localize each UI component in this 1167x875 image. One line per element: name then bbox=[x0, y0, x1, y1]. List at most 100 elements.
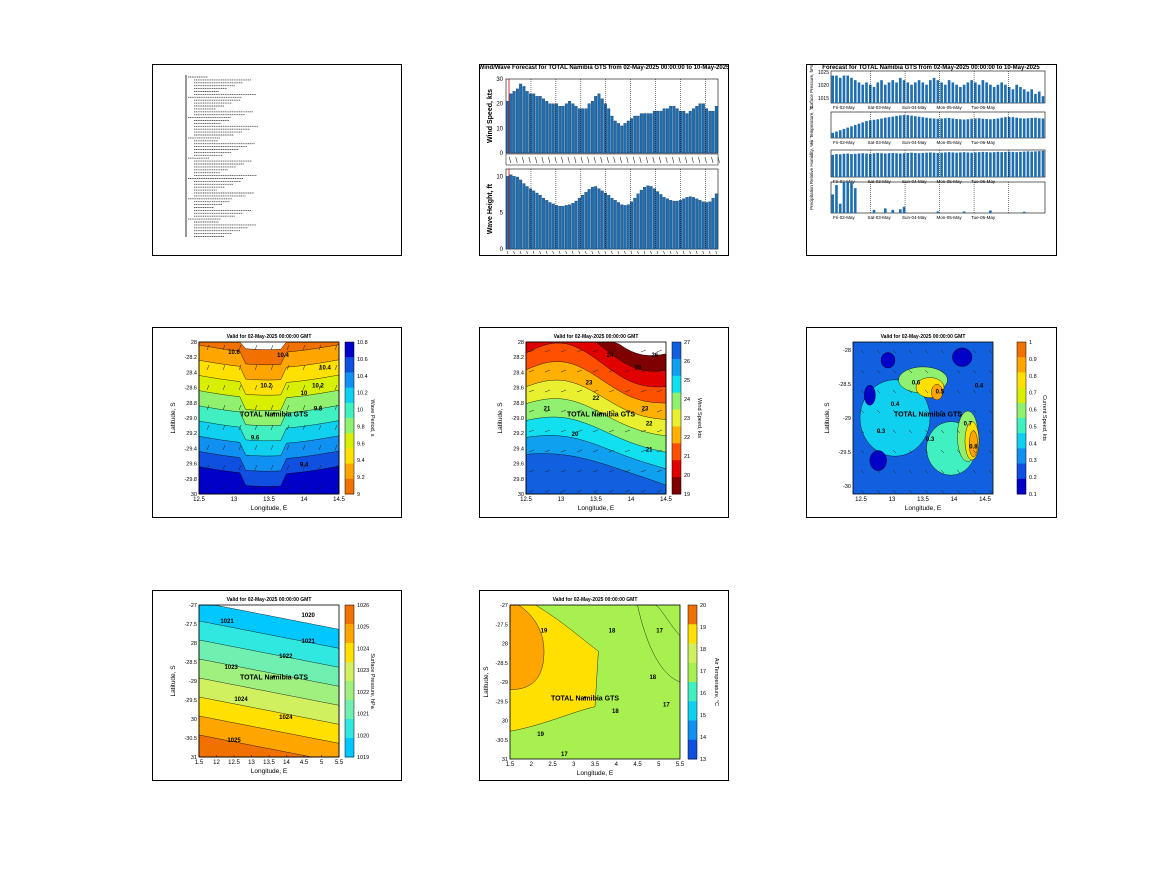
contour-label: 0.3 bbox=[877, 429, 886, 435]
map-vector bbox=[302, 444, 306, 451]
met-bar bbox=[962, 84, 966, 103]
colorbar-label: Air Temperature, °C bbox=[713, 658, 719, 706]
map-vector bbox=[624, 349, 631, 353]
wave-bar bbox=[568, 204, 572, 250]
map-vector bbox=[318, 404, 322, 411]
wind-bar bbox=[603, 103, 607, 154]
contour-label: 23 bbox=[642, 406, 649, 412]
map-vector bbox=[860, 469, 865, 474]
wave-xtick bbox=[656, 250, 659, 255]
contour-label: 0.5 bbox=[936, 390, 945, 396]
contour-label: 9.4 bbox=[300, 463, 309, 469]
map-vector bbox=[640, 469, 647, 473]
map-vector bbox=[956, 449, 961, 454]
wind-bar bbox=[506, 101, 510, 154]
map-vector bbox=[956, 489, 961, 494]
current-blob bbox=[931, 384, 943, 401]
met-day-label: Sat-03-May bbox=[868, 179, 892, 184]
met-bar bbox=[913, 116, 917, 138]
met-bar bbox=[917, 80, 921, 103]
colorbar-label: Current Speed, kts bbox=[1041, 395, 1047, 441]
wave-xtick bbox=[519, 250, 522, 255]
met-bar bbox=[1022, 211, 1026, 213]
met-bar bbox=[835, 131, 838, 138]
met-ytick: 1015 bbox=[818, 96, 829, 102]
met-bar bbox=[906, 82, 910, 103]
colorbar-tick: 10 bbox=[357, 408, 363, 414]
contour-band bbox=[525, 453, 667, 495]
map-vector bbox=[302, 344, 306, 351]
wave-xtick bbox=[598, 250, 600, 255]
contour-label: 21 bbox=[646, 447, 653, 453]
wind-bar bbox=[613, 120, 617, 154]
map-ytick: -29.4 bbox=[184, 446, 197, 452]
map-xtick: 5 bbox=[657, 762, 661, 768]
colorbar-label: Wave Period, s bbox=[369, 399, 375, 436]
wave-xtick bbox=[545, 250, 548, 255]
met-bar bbox=[940, 82, 943, 103]
map-vector bbox=[876, 469, 881, 474]
wind-bar bbox=[519, 83, 523, 154]
map-vector bbox=[988, 389, 993, 394]
contour-label: 1021 bbox=[302, 639, 316, 645]
map-vector bbox=[270, 484, 274, 491]
wind-bar bbox=[617, 123, 620, 154]
map-vector bbox=[528, 349, 535, 353]
colorbar-tick: 1026 bbox=[357, 603, 369, 609]
met-bar bbox=[902, 206, 906, 213]
wind-direction-mark bbox=[580, 156, 583, 164]
wind-ytick: 0 bbox=[500, 151, 504, 157]
wave-bar bbox=[675, 200, 679, 250]
met-bar bbox=[989, 84, 992, 103]
map-vector bbox=[956, 409, 961, 414]
map-ytick: 29.4 bbox=[513, 446, 524, 452]
met-bar bbox=[846, 127, 850, 138]
current-blob bbox=[869, 450, 887, 471]
map-xtick: 5.5 bbox=[335, 760, 344, 766]
map-ylabel: Latitude, S bbox=[824, 402, 831, 434]
map-vector bbox=[592, 469, 599, 473]
map-vector bbox=[860, 409, 865, 414]
panel-met-forecast: Forecast for TOTAL Namibia GTS from 02-M… bbox=[806, 64, 1057, 256]
site-marker bbox=[583, 696, 587, 699]
wave-xtick bbox=[558, 250, 561, 255]
wind-bar bbox=[646, 113, 650, 154]
map-vector bbox=[576, 469, 583, 473]
met-bar bbox=[929, 118, 932, 138]
map-vector bbox=[318, 424, 322, 431]
map-xlabel: Longitude, E bbox=[578, 505, 615, 512]
map-vector bbox=[940, 469, 945, 474]
met-bar bbox=[895, 82, 898, 103]
wind-direction-mark bbox=[606, 156, 609, 164]
map-ytick: -28.2 bbox=[184, 355, 197, 361]
wave-bar bbox=[600, 190, 604, 250]
wave-bar bbox=[561, 205, 565, 250]
map-vector bbox=[560, 389, 567, 393]
wave-bar bbox=[571, 203, 575, 250]
met-bar bbox=[989, 119, 992, 138]
met-bar bbox=[970, 118, 973, 138]
met-bar bbox=[951, 118, 955, 138]
wave-bar bbox=[564, 205, 568, 250]
map-vector bbox=[544, 389, 551, 393]
wave-bar bbox=[542, 197, 545, 250]
map-xlabel: Longitude, E bbox=[251, 768, 288, 775]
map-vector bbox=[528, 389, 535, 393]
met-bar bbox=[929, 80, 932, 103]
current-blob bbox=[952, 347, 973, 367]
wave-bar bbox=[633, 197, 637, 250]
colorbar-tick: 0.5 bbox=[1029, 424, 1037, 430]
wind-direction-mark bbox=[508, 156, 512, 164]
map-vector bbox=[238, 344, 242, 351]
wave-bar bbox=[587, 189, 591, 250]
map-xtick: 5 bbox=[320, 760, 324, 766]
wave-xtick bbox=[708, 250, 711, 255]
met-bar bbox=[876, 82, 880, 103]
wave-bar bbox=[528, 188, 532, 250]
met-bar bbox=[1022, 118, 1026, 138]
met-bar bbox=[865, 82, 868, 103]
met-day-label: Sun-04-May bbox=[902, 140, 927, 145]
map-vector bbox=[222, 424, 226, 431]
map-xtick: 4 bbox=[615, 762, 619, 768]
met-bar bbox=[857, 153, 861, 177]
